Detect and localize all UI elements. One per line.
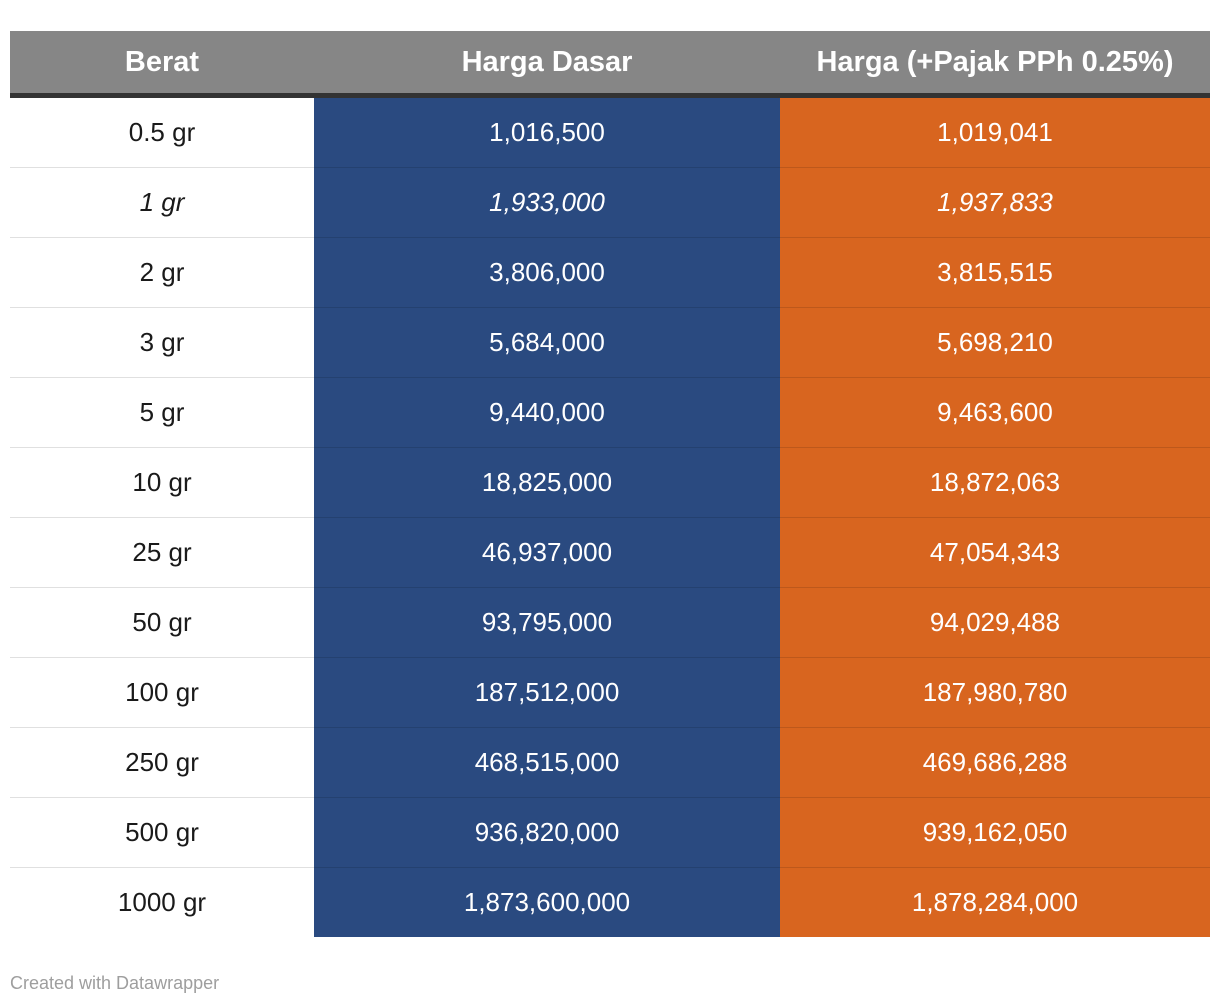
- cell-harga-dasar: 1,016,500: [314, 95, 780, 168]
- cell-harga-pajak: 939,162,050: [780, 797, 1210, 868]
- cell-harga-dasar: 18,825,000: [314, 447, 780, 518]
- cell-harga-pajak: 94,029,488: [780, 587, 1210, 658]
- cell-berat: 1 gr: [10, 167, 314, 238]
- table-body: 0.5 gr 1,016,500 1,019,041 1 gr 1,933,000 1,9…: [10, 95, 1210, 937]
- table-header: Berat Harga Dasar Harga (+Pajak PPh 0.25…: [10, 31, 1210, 98]
- cell-harga-dasar: 5,684,000: [314, 307, 780, 378]
- datawrapper-table-chart: Berat Harga Dasar Harga (+Pajak PPh 0.25…: [10, 31, 1210, 937]
- cell-harga-pajak: 18,872,063: [780, 447, 1210, 518]
- column-header-harga-dasar: Harga Dasar: [314, 31, 780, 98]
- table-row: 1 gr 1,933,000 1,937,833: [10, 167, 1210, 238]
- header-row: Berat Harga Dasar Harga (+Pajak PPh 0.25…: [10, 31, 1210, 98]
- table-row: 5 gr 9,440,000 9,463,600: [10, 377, 1210, 448]
- cell-berat: 50 gr: [10, 587, 314, 658]
- cell-harga-dasar: 93,795,000: [314, 587, 780, 658]
- column-header-harga-pajak: Harga (+Pajak PPh 0.25%): [780, 31, 1210, 98]
- cell-berat: 500 gr: [10, 797, 314, 868]
- cell-harga-pajak: 9,463,600: [780, 377, 1210, 448]
- cell-harga-dasar: 9,440,000: [314, 377, 780, 448]
- table-row: 0.5 gr 1,016,500 1,019,041: [10, 95, 1210, 168]
- cell-harga-dasar: 3,806,000: [314, 237, 780, 308]
- table-row: 2 gr 3,806,000 3,815,515: [10, 237, 1210, 308]
- cell-harga-dasar: 46,937,000: [314, 517, 780, 588]
- cell-berat: 0.5 gr: [10, 95, 314, 168]
- cell-harga-dasar: 1,873,600,000: [314, 867, 780, 937]
- cell-harga-dasar: 187,512,000: [314, 657, 780, 728]
- cell-berat: 10 gr: [10, 447, 314, 518]
- cell-harga-dasar: 936,820,000: [314, 797, 780, 868]
- table-row: 10 gr 18,825,000 18,872,063: [10, 447, 1210, 518]
- cell-harga-pajak: 1,937,833: [780, 167, 1210, 238]
- table-row: 3 gr 5,684,000 5,698,210: [10, 307, 1210, 378]
- cell-berat: 100 gr: [10, 657, 314, 728]
- cell-berat: 25 gr: [10, 517, 314, 588]
- table-row: 100 gr 187,512,000 187,980,780: [10, 657, 1210, 728]
- cell-berat: 5 gr: [10, 377, 314, 448]
- cell-berat: 1000 gr: [10, 867, 314, 937]
- table-row: 1000 gr 1,873,600,000 1,878,284,000: [10, 867, 1210, 937]
- cell-berat: 3 gr: [10, 307, 314, 378]
- column-header-berat: Berat: [10, 31, 314, 98]
- cell-harga-pajak: 47,054,343: [780, 517, 1210, 588]
- datawrapper-credit-link[interactable]: Created with Datawrapper: [10, 973, 220, 993]
- table-row: 250 gr 468,515,000 469,686,288: [10, 727, 1210, 798]
- cell-berat: 2 gr: [10, 237, 314, 308]
- gold-price-table: Berat Harga Dasar Harga (+Pajak PPh 0.25…: [10, 31, 1210, 937]
- cell-harga-pajak: 5,698,210: [780, 307, 1210, 378]
- cell-berat: 250 gr: [10, 727, 314, 798]
- cell-harga-pajak: 1,019,041: [780, 95, 1210, 168]
- table-row: 500 gr 936,820,000 939,162,050: [10, 797, 1210, 868]
- cell-harga-pajak: 1,878,284,000: [780, 867, 1210, 937]
- cell-harga-dasar: 468,515,000: [314, 727, 780, 798]
- table-row: 25 gr 46,937,000 47,054,343: [10, 517, 1210, 588]
- cell-harga-pajak: 3,815,515: [780, 237, 1210, 308]
- cell-harga-pajak: 187,980,780: [780, 657, 1210, 728]
- cell-harga-dasar: 1,933,000: [314, 167, 780, 238]
- cell-harga-pajak: 469,686,288: [780, 727, 1210, 798]
- table-row: 50 gr 93,795,000 94,029,488: [10, 587, 1210, 658]
